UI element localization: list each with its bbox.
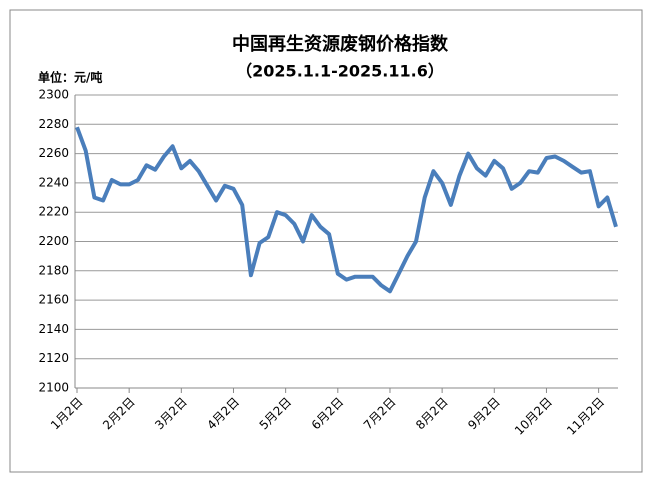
y-tick-label: 2160 [38, 293, 69, 307]
y-tick-label: 2280 [38, 117, 69, 131]
y-tick-label: 2220 [38, 205, 69, 219]
y-tick-label: 2140 [38, 322, 69, 336]
y-tick-label: 2120 [38, 351, 69, 365]
y-tick-label: 2300 [38, 88, 69, 102]
data-line [75, 126, 618, 294]
chart-subtitle: （2025.1.1-2025.11.6） [236, 62, 444, 81]
y-tick-label: 2240 [38, 175, 69, 189]
y-tick-label: 2200 [38, 234, 69, 248]
y-axis-label: 单位：元/吨 [38, 70, 102, 85]
y-tick-label: 2100 [38, 381, 69, 395]
y-tick-label: 2180 [38, 263, 69, 277]
chart-title: 中国再生资源废钢价格指数 [232, 33, 449, 55]
y-tick-label: 2260 [38, 146, 69, 160]
